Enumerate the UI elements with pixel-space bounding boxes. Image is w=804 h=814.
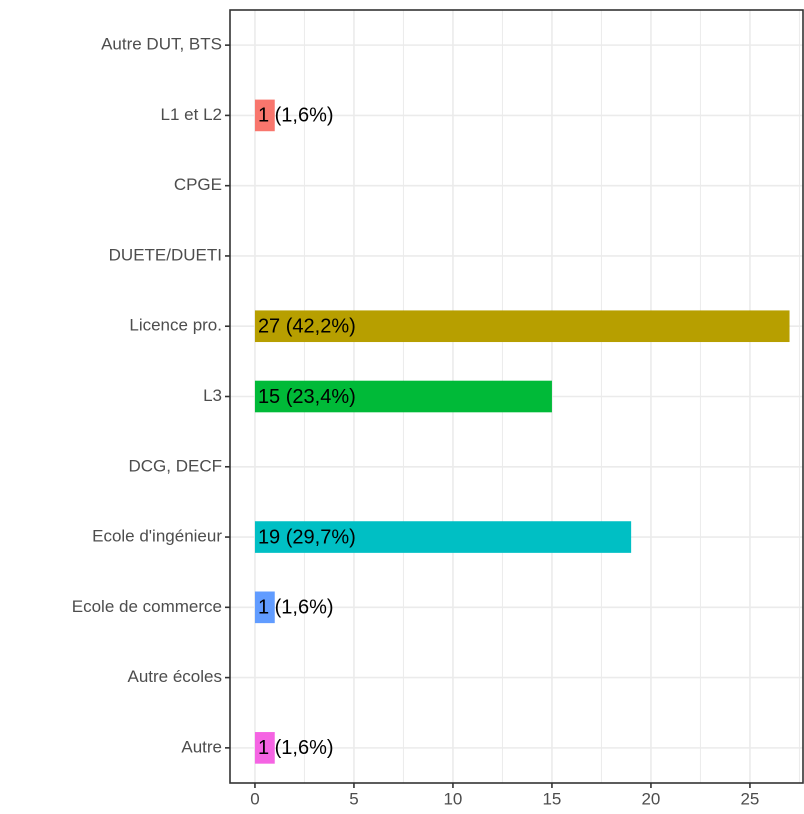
value-label: 1 (1,6%) xyxy=(258,737,334,759)
bar xyxy=(254,591,275,624)
panel-border xyxy=(229,9,804,784)
y-tick-label: DUETE/DUETI xyxy=(109,245,222,264)
value-label: 15 (23,4%) xyxy=(258,386,356,408)
value-label: 19 (29,7%) xyxy=(258,526,356,548)
x-tick-label: 25 xyxy=(740,789,759,808)
y-tick-label: Ecole d'ingénieur xyxy=(92,527,222,546)
y-tick-label: Autre xyxy=(181,737,222,756)
x-tick-label: 15 xyxy=(542,789,561,808)
x-tick-label: 20 xyxy=(641,789,660,808)
y-tick-label: Autre DUT, BTS xyxy=(101,35,222,54)
value-label: 1 (1,6%) xyxy=(258,105,334,127)
y-tick-label: Ecole de commerce xyxy=(72,597,222,616)
x-tick-label: 0 xyxy=(250,789,259,808)
x-tick-label: 10 xyxy=(443,789,462,808)
bar xyxy=(254,732,275,764)
bar xyxy=(254,521,632,553)
value-label: 1 (1,6%) xyxy=(258,597,334,619)
y-tick-label: L1 et L2 xyxy=(161,105,222,124)
x-tick-label: 5 xyxy=(349,789,358,808)
y-tick-label: Licence pro. xyxy=(129,316,222,335)
y-tick-label: L3 xyxy=(203,386,222,405)
bar xyxy=(254,99,275,132)
value-label: 27 (42,2%) xyxy=(258,316,356,338)
y-tick-label: Autre écoles xyxy=(128,667,223,686)
bar xyxy=(254,310,790,343)
y-tick-label: DCG, DECF xyxy=(129,456,223,475)
bar xyxy=(254,380,552,413)
y-tick-label: CPGE xyxy=(174,175,222,194)
